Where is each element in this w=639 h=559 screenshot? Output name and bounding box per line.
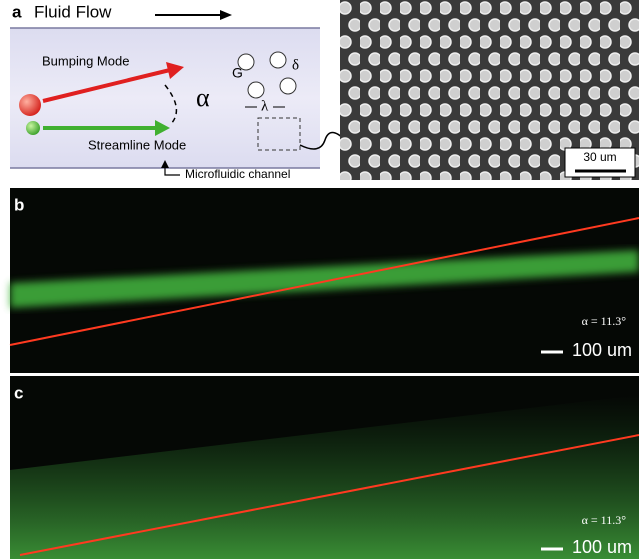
angle-label: α = 11.3° [582,314,627,328]
sem-image: 30 um [340,0,639,180]
panel-a: a Fluid Flow Bumping Mode α Streamline M… [10,2,346,181]
scale-bar-label: 100 um [572,340,632,360]
bumping-label: Bumping Mode [42,53,129,68]
offset-label: δ [292,57,299,73]
panel-b: b α = 11.3° 100 um [9,188,639,373]
panel-label: c [14,383,23,402]
channel-label: Microfluidic channel [185,167,290,181]
panel-label: b [14,195,24,214]
streamline-label: Streamline Mode [88,137,186,152]
pitch-label: λ [261,98,269,114]
gap-label: G [232,65,243,81]
scale-bar-label: 100 um [572,537,632,557]
angle-symbol: α [196,83,210,112]
panel-c: c α = 11.3° 100 um [10,376,639,559]
flow-label: Fluid Flow [34,2,112,21]
angle-label: α = 11.3° [582,513,627,527]
panel-label: a [12,2,22,21]
scale-bar-label: 30 um [583,150,616,164]
